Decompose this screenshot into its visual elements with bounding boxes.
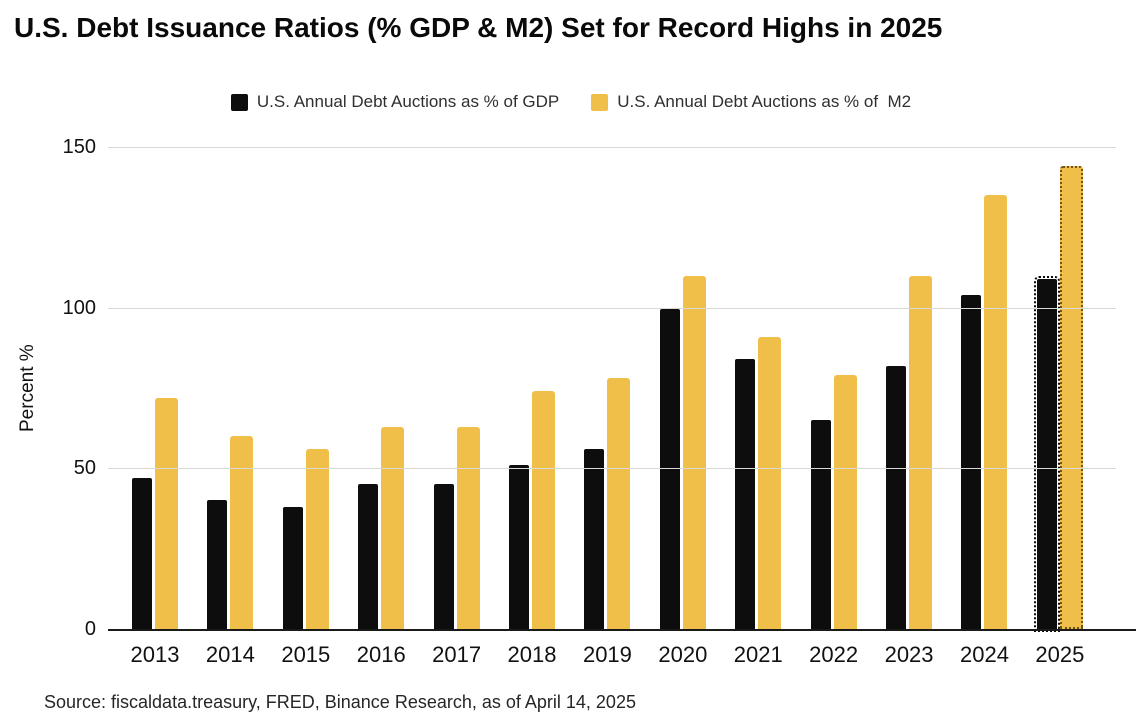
legend-item-m2: U.S. Annual Debt Auctions as % of M2 xyxy=(591,92,911,112)
bar-gdp-2019 xyxy=(584,449,605,629)
bar-gdp-2023 xyxy=(886,365,907,629)
bar-m2-2014 xyxy=(230,436,254,629)
x-tick-2018: 2018 xyxy=(507,642,557,667)
bar-m2-2024 xyxy=(984,195,1008,629)
bar-group-2013: 2013 xyxy=(131,147,179,667)
legend-label-m2: U.S. Annual Debt Auctions as % of M2 xyxy=(617,92,912,111)
x-axis-line xyxy=(108,629,1136,631)
bar-m2-2013 xyxy=(155,397,178,629)
bar-gdp-2018 xyxy=(509,465,530,629)
legend: U.S. Annual Debt Auctions as % of GDP U.… xyxy=(0,92,1142,112)
y-tick-0: 0 xyxy=(84,618,96,640)
x-tick-2025: 2025 xyxy=(1035,642,1085,667)
bar-group-2018: 2018 xyxy=(508,147,557,667)
bar-group-2020: 2020 xyxy=(658,147,707,667)
x-tick-2016: 2016 xyxy=(356,642,406,667)
x-tick-2022: 2022 xyxy=(809,642,859,667)
bar-group-2014: 2014 xyxy=(206,147,255,667)
x-tick-2019: 2019 xyxy=(582,642,632,667)
x-tick-2023: 2023 xyxy=(884,642,934,667)
bar-m2-2015 xyxy=(305,449,329,629)
bar-group-2019: 2019 xyxy=(583,147,632,667)
x-tick-2024: 2024 xyxy=(959,642,1009,667)
y-tick-150: 150 xyxy=(62,136,96,158)
bar-group-2017: 2017 xyxy=(432,147,481,667)
x-tick-2017: 2017 xyxy=(432,642,482,667)
bar-group-2023: 2023 xyxy=(885,147,934,667)
x-tick-2021: 2021 xyxy=(733,642,783,667)
bar-m2-2018 xyxy=(532,391,556,629)
gridline-100 xyxy=(108,307,1116,309)
bar-group-2022: 2022 xyxy=(809,147,858,667)
bar-group-2024: 2024 xyxy=(960,147,1009,667)
y-tick-50: 50 xyxy=(73,457,96,480)
legend-swatch-m2-icon xyxy=(591,93,609,111)
gridline-50 xyxy=(108,468,1116,470)
bar-gdp-2024 xyxy=(961,294,982,629)
bar-m2-2025 xyxy=(1059,166,1083,629)
bar-m2-2019 xyxy=(607,378,631,629)
bar-m2-2021 xyxy=(758,336,782,629)
y-tick-100: 100 xyxy=(62,296,96,319)
legend-item-gdp: U.S. Annual Debt Auctions as % of GDP xyxy=(230,92,560,112)
chart-title: U.S. Debt Issuance Ratios (% GDP & M2) S… xyxy=(14,12,943,43)
legend-label-gdp: U.S. Annual Debt Auctions as % of GDP xyxy=(256,92,560,111)
bar-m2-2022 xyxy=(833,375,857,629)
bar-group-2015: 2015 xyxy=(281,147,330,667)
bar-m2-2020 xyxy=(682,275,706,629)
bar-gdp-2021 xyxy=(735,359,756,629)
gridline-150 xyxy=(108,147,1116,148)
bar-groups: 2013 2014 2015 2016 2017 2018 2019 2020 2021 2022… xyxy=(108,147,1116,667)
bar-group-2016: 2016 xyxy=(357,147,406,667)
bar-gdp-2013 xyxy=(132,477,152,629)
bar-gdp-2022 xyxy=(810,420,831,629)
bar-group-2021: 2021 xyxy=(734,147,783,667)
bar-m2-2016 xyxy=(381,426,405,629)
bar-gdp-2017 xyxy=(433,484,454,629)
y-axis-title: Percent % xyxy=(17,344,38,432)
x-tick-2013: 2013 xyxy=(130,642,180,667)
bar-gdp-2014 xyxy=(207,500,228,629)
x-tick-2020: 2020 xyxy=(658,642,708,667)
x-tick-2015: 2015 xyxy=(281,642,331,667)
bar-group-2025: 2025 xyxy=(1033,147,1084,667)
bar-gdp-2025 xyxy=(1033,275,1060,633)
legend-swatch-gdp-icon xyxy=(230,93,248,111)
source-note: Source: fiscaldata.treasury, FRED, Binan… xyxy=(44,692,636,712)
x-tick-2014: 2014 xyxy=(205,642,255,667)
bar-gdp-2016 xyxy=(358,484,379,629)
bar-m2-2017 xyxy=(456,426,480,629)
bar-m2-2023 xyxy=(909,275,933,629)
plot-area: 2013 2014 2015 2016 2017 2018 2019 2020 2021 2022… xyxy=(63,136,1136,667)
bar-gdp-2015 xyxy=(282,506,303,629)
